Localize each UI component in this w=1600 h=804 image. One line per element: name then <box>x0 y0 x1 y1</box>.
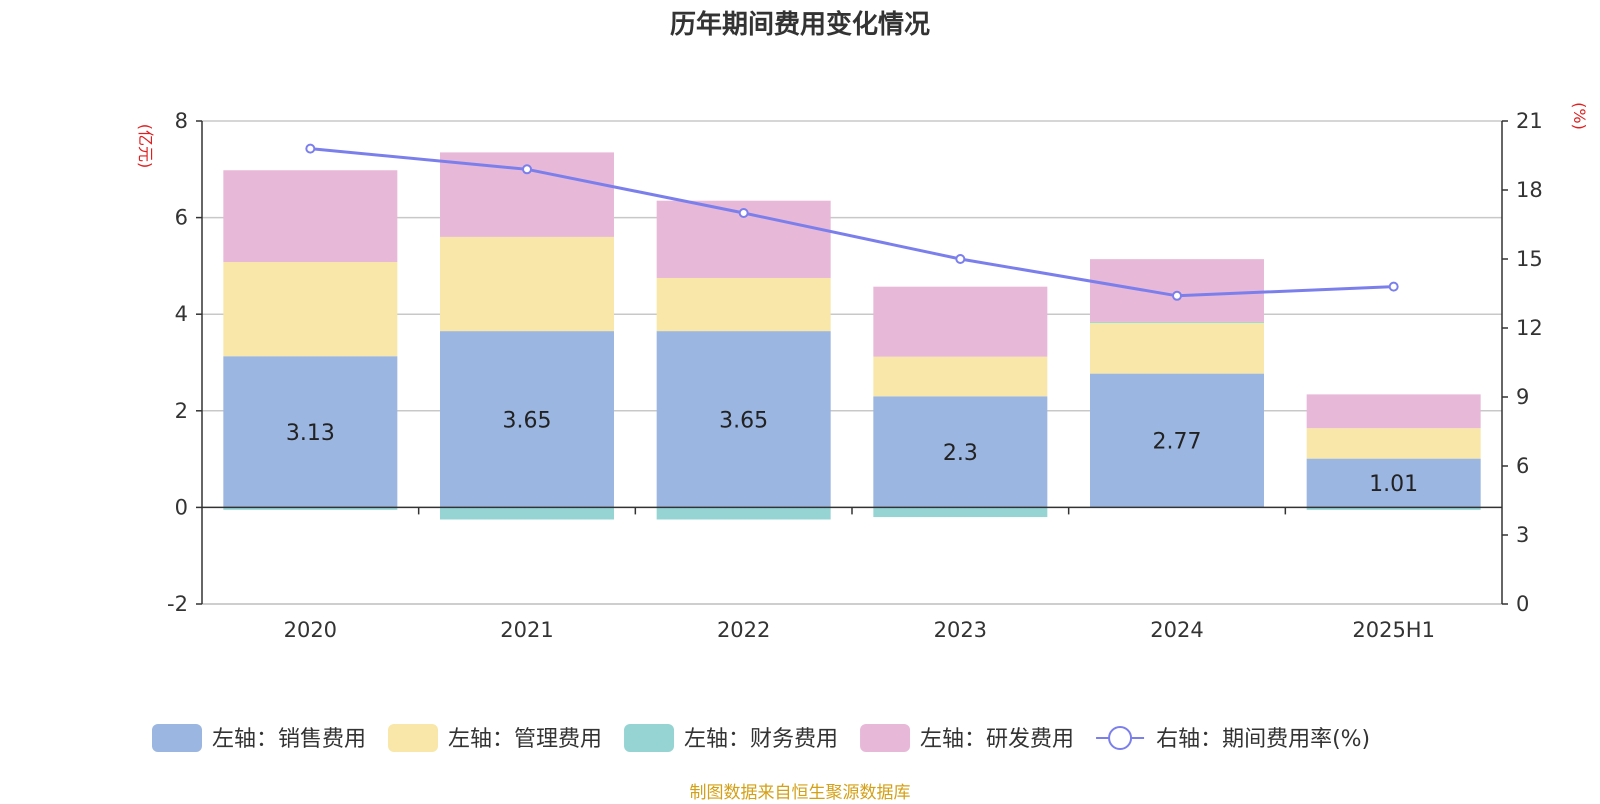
x-tick-label: 2025H1 <box>1352 618 1435 642</box>
expense-rate-point <box>305 143 316 154</box>
data-label: 1.01 <box>1369 472 1418 497</box>
y-right-tick-label: 0 <box>1516 592 1529 616</box>
legend-label: 右轴：期间费用率(%) <box>1156 727 1370 752</box>
legend-line-marker <box>1108 726 1133 750</box>
data-label: 2.77 <box>1153 430 1202 455</box>
bar-segment-sales <box>223 356 398 508</box>
x-tick-label: 2022 <box>717 618 770 642</box>
bar-segment-finance <box>1090 321 1264 323</box>
expense-rate-point <box>1388 281 1399 292</box>
x-tick-label: 2021 <box>500 618 553 642</box>
y-right-tick-label: 18 <box>1516 178 1543 202</box>
expense-rate-point <box>522 164 532 175</box>
y-left-tick-label: 0 <box>175 495 188 519</box>
bar-segment-rnd <box>873 286 1048 357</box>
expense-rate-point <box>738 208 749 218</box>
expense-rate-point <box>1172 290 1182 301</box>
legend-label: 左轴：销售费用 <box>212 727 366 752</box>
legend-swatch <box>152 724 202 752</box>
bar-segment-sales <box>440 331 614 508</box>
legend-label: 左轴：研发费用 <box>920 727 1074 752</box>
bar-segment-finance <box>440 507 614 520</box>
data-label: 3.65 <box>719 408 768 433</box>
bar-segment-sales <box>656 331 831 508</box>
x-tick-label: 2024 <box>1150 618 1203 642</box>
bar-segment-finance <box>1306 507 1481 510</box>
source-note: 制图数据来自恒生聚源数据库 <box>689 783 911 803</box>
chart-title: 历年期间费用变化情况 <box>669 10 930 40</box>
data-label: 2.3 <box>943 441 978 466</box>
data-label: 3.13 <box>286 421 335 446</box>
legend-label: 左轴：管理费用 <box>448 727 602 752</box>
bar-segment-admin <box>656 277 831 332</box>
legend-label: 左轴：财务费用 <box>684 727 838 752</box>
y-right-tick-label: 21 <box>1516 109 1543 133</box>
y-right-tick-label: 6 <box>1516 454 1529 478</box>
x-tick-label: 2023 <box>934 618 987 642</box>
bar-segment-finance <box>223 507 398 510</box>
expense-rate-point <box>955 254 966 264</box>
legend-swatch <box>624 724 675 752</box>
expense-rate-line <box>310 147 1394 298</box>
y-left-tick-label: 2 <box>175 399 188 423</box>
y-left-tick-label: -2 <box>167 592 188 616</box>
y-right-unit-label: (%) <box>1570 102 1589 130</box>
bar-segment-admin <box>440 236 614 332</box>
legend-swatch <box>860 724 911 752</box>
y-right-tick-label: 3 <box>1516 523 1529 547</box>
bar-segment-sales <box>1306 458 1481 508</box>
y-right-tick-label: 12 <box>1516 316 1543 340</box>
bar-segment-finance <box>656 507 831 520</box>
bar-segment-rnd <box>223 170 398 263</box>
bar-segment-admin <box>873 356 1048 397</box>
bar-segment-rnd <box>1090 259 1264 322</box>
bar-segment-finance <box>873 507 1048 518</box>
y-right-tick-label: 15 <box>1516 247 1543 271</box>
bar-segment-rnd <box>1306 394 1481 429</box>
legend-swatch <box>388 724 439 752</box>
y-right-tick-label: 9 <box>1516 385 1529 409</box>
bar-segment-sales <box>873 396 1048 508</box>
bar-segment-admin <box>223 262 398 357</box>
y-left-unit-label: (亿元) <box>136 124 155 169</box>
y-left-tick-label: 4 <box>175 302 188 326</box>
bar-segment-admin <box>1306 428 1481 459</box>
data-label: 3.65 <box>503 408 552 433</box>
x-tick-label: 2020 <box>284 618 337 642</box>
bar-segment-admin <box>1090 322 1264 374</box>
y-left-tick-label: 6 <box>175 206 188 230</box>
y-left-tick-label: 8 <box>175 109 188 133</box>
bar-segment-sales <box>1090 373 1264 508</box>
